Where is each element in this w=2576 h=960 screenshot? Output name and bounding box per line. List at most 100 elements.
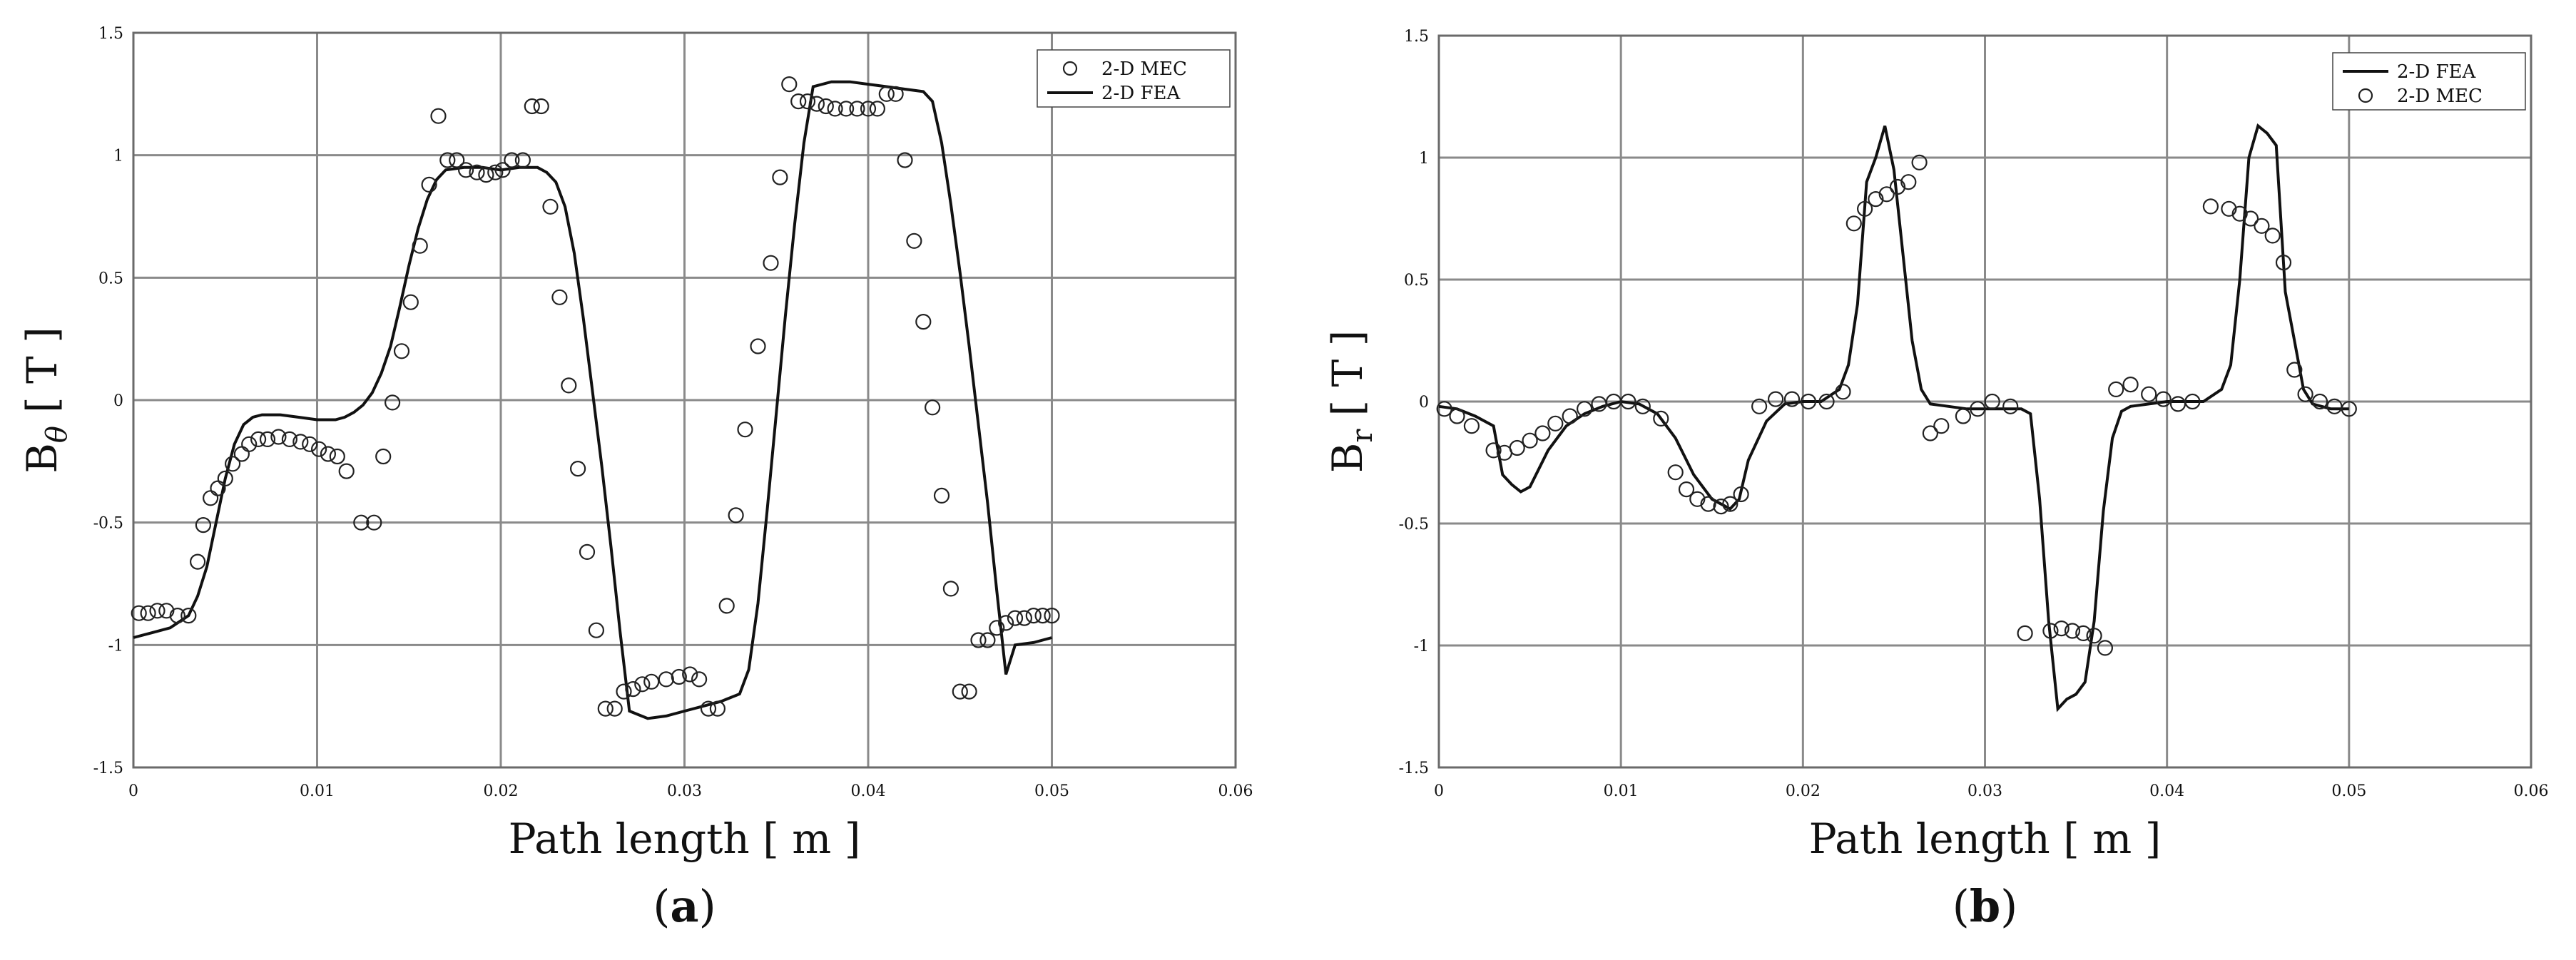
mec-data-point bbox=[718, 598, 735, 614]
mec-data-point bbox=[1678, 481, 1695, 498]
y-axis-subscript-a: θ bbox=[41, 426, 73, 443]
legend-marker-mec-b bbox=[2358, 88, 2373, 103]
mec-data-point bbox=[790, 93, 807, 110]
mec-data-point bbox=[1044, 607, 1060, 624]
mec-data-point bbox=[158, 603, 175, 619]
mec-data-point bbox=[827, 101, 843, 117]
x-tick-label: 0.06 bbox=[1218, 782, 1253, 800]
mec-data-point bbox=[2341, 401, 2357, 417]
mec-data-point bbox=[860, 101, 877, 117]
mec-data-point bbox=[1857, 200, 1873, 217]
mec-data-point bbox=[2254, 218, 2270, 234]
mec-data-point bbox=[597, 700, 614, 717]
mec-data-point bbox=[709, 700, 726, 717]
mec-data-point bbox=[2221, 200, 2237, 217]
mec-data-point bbox=[241, 436, 258, 452]
x-tick-label: 0.01 bbox=[300, 782, 335, 800]
mec-data-point bbox=[1620, 393, 1636, 410]
mec-data-point bbox=[1733, 486, 1749, 503]
x-tick-label: 0.06 bbox=[2514, 782, 2549, 800]
mec-data-point bbox=[691, 671, 708, 688]
mec-data-point bbox=[989, 620, 1005, 636]
mec-data-point bbox=[393, 343, 410, 359]
mec-data-point bbox=[942, 581, 959, 597]
mec-data-point bbox=[915, 314, 932, 330]
mec-data-point bbox=[799, 93, 816, 110]
y-tick-label: 0.5 bbox=[1404, 272, 1429, 290]
legend-b: 2-D FEA 2-D MEC bbox=[2332, 52, 2526, 111]
mec-data-point bbox=[2108, 381, 2124, 398]
gridlines-a bbox=[132, 31, 1237, 769]
mec-data-point bbox=[1889, 178, 1906, 195]
x-tick-label: 0.03 bbox=[1967, 782, 2002, 800]
mec-data-point bbox=[190, 553, 206, 570]
mec-data-point bbox=[270, 429, 287, 445]
mec-data-point bbox=[979, 632, 996, 648]
mec-data-point bbox=[384, 394, 401, 411]
mec-data-point bbox=[887, 86, 904, 102]
x-tick-label: 0 bbox=[128, 782, 138, 800]
mec-data-point bbox=[2086, 628, 2102, 644]
mec-data-point bbox=[997, 615, 1014, 631]
mec-data-point bbox=[2097, 640, 2113, 656]
y-axis-subscript-b: r bbox=[1346, 429, 1379, 443]
y-tick-label: -1 bbox=[1414, 638, 1429, 655]
mec-data-point bbox=[1522, 432, 1538, 449]
mec-data-point bbox=[2064, 623, 2081, 639]
y-axis-unit-a: [ T ] bbox=[18, 327, 66, 413]
y-tick-label: 0 bbox=[113, 392, 123, 410]
mec-data-point bbox=[1933, 418, 1950, 434]
legend-label-fea-b: 2-D FEA bbox=[2397, 61, 2476, 83]
x-tick-label: 0.04 bbox=[851, 782, 886, 800]
mec-data-point bbox=[1547, 415, 1564, 432]
mec-data-point bbox=[700, 700, 717, 717]
mec-data-point bbox=[1577, 401, 1593, 417]
panel-label-a: (a) bbox=[653, 880, 716, 932]
mec-data-point bbox=[366, 514, 382, 531]
mec-data-point bbox=[353, 514, 370, 531]
mec-data-point bbox=[781, 76, 798, 93]
mec-data-point bbox=[658, 671, 674, 688]
x-tick-label: 0.02 bbox=[1786, 782, 1821, 800]
mec-data-point bbox=[439, 152, 456, 168]
mec-data-point bbox=[818, 98, 834, 115]
x-axis-label-b: Path length [ m ] bbox=[1809, 815, 2162, 863]
y-tick-labels-b: -1.5 -1 -0.5 0 0.5 1 1.5 bbox=[1399, 28, 1429, 777]
mec-data-point bbox=[375, 448, 392, 465]
mec-data-point bbox=[924, 399, 941, 416]
fea-line-b bbox=[1438, 123, 2349, 713]
mec-data-point bbox=[2297, 386, 2313, 402]
mec-data-point bbox=[643, 673, 660, 690]
y-axis-label-a: Bθ [ T ] bbox=[18, 327, 73, 474]
x-axis-label-a: Path length [ m ] bbox=[509, 815, 861, 863]
mec-data-point bbox=[217, 470, 233, 487]
mec-data-point bbox=[1868, 191, 1884, 208]
mec-data-point bbox=[2231, 205, 2248, 222]
x-tick-label: 0.05 bbox=[2331, 782, 2366, 800]
mec-data-point bbox=[524, 98, 540, 115]
mec-data-point bbox=[1722, 496, 1738, 512]
mec-data-point bbox=[1955, 408, 1971, 424]
mec-data-point bbox=[320, 446, 336, 462]
mec-data-point bbox=[281, 431, 297, 448]
mec-data-point bbox=[625, 680, 641, 698]
mec-data-point bbox=[259, 431, 276, 448]
mec-data-point bbox=[1846, 215, 1862, 232]
svg-text:Br[ T ]: Br [ T ] bbox=[1323, 330, 1379, 474]
mec-data-point bbox=[849, 101, 865, 117]
y-axis-label-b: Br [ T ] bbox=[1323, 330, 1379, 474]
mec-data-point bbox=[1783, 391, 1801, 407]
mec-data-point bbox=[292, 434, 309, 450]
y-tick-labels-a: -1.5 -1 -0.5 0 0.5 1 1.5 bbox=[93, 25, 123, 777]
mec-data-point bbox=[469, 164, 485, 180]
mec-data-point bbox=[2242, 210, 2259, 227]
mec-data-point bbox=[1751, 398, 1768, 414]
mec-data-point bbox=[1653, 410, 1669, 427]
mec-data-point bbox=[682, 666, 698, 683]
legend-label-mec-a: 2-D MEC bbox=[1101, 58, 1187, 80]
mec-data-point bbox=[1835, 384, 1851, 400]
mec-data-point bbox=[1034, 607, 1051, 624]
legend-box-a bbox=[1037, 49, 1231, 108]
mec-data-point bbox=[412, 238, 428, 254]
y-tick-label: -0.5 bbox=[1399, 516, 1429, 533]
